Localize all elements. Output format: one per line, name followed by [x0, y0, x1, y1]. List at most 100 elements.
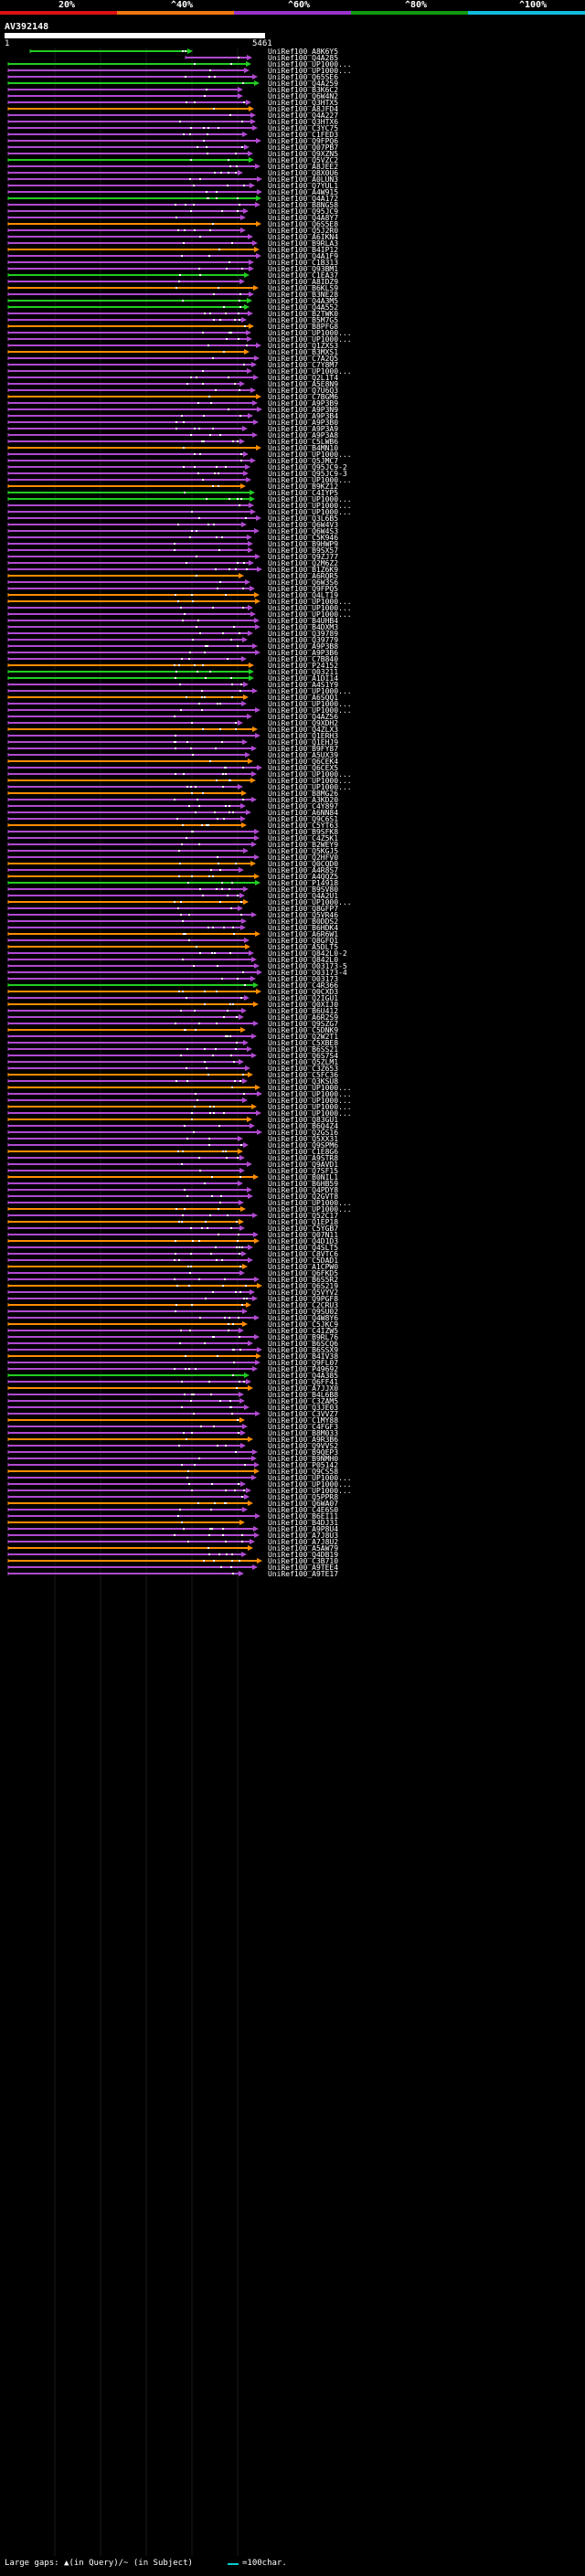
hit-label[interactable]: UniRef100_O03173	[268, 975, 339, 983]
hit-label[interactable]: UniRef100_Q4A3M5	[268, 297, 339, 305]
hit-label[interactable]: UniRef100_B9QEP3	[268, 1448, 339, 1457]
hit-label[interactable]: UniRef100_Q9SPM6	[268, 1141, 339, 1150]
hit-label[interactable]: UniRef100_A1DI14	[268, 674, 339, 683]
hit-label[interactable]: UniRef100_C3YC75	[268, 124, 339, 133]
hit-label[interactable]: UniRef100_A4W915	[268, 188, 339, 196]
hit-label[interactable]: UniRef100_Q4A552	[268, 303, 339, 312]
hit-label[interactable]: UniRef100_C5K946	[268, 534, 339, 542]
hit-label[interactable]: UniRef100_C2CRU3	[268, 1301, 339, 1309]
hit-label[interactable]: UniRef100_Q4A259	[268, 80, 339, 88]
hit-label[interactable]: UniRef100_C4R366	[268, 981, 339, 990]
hit-label[interactable]: UniRef100_Q4A227	[268, 111, 339, 120]
hit-label[interactable]: UniRef100_Q1ZXS3	[268, 342, 339, 350]
hit-label[interactable]: UniRef100_UP1000...	[268, 476, 352, 484]
hit-label[interactable]: UniRef100_Q6WA07	[268, 1500, 339, 1508]
hit-label[interactable]: UniRef100_A9TE17	[268, 1570, 339, 1578]
hit-label[interactable]: UniRef100_A5E8N9	[268, 380, 339, 388]
hit-label[interactable]: UniRef100_UP1000...	[268, 495, 352, 504]
hit-label[interactable]: UniRef100_A9TEE4	[268, 1564, 339, 1572]
hit-label[interactable]: UniRef100_B6S5R2	[268, 1276, 339, 1284]
hit-label[interactable]: UniRef100_Q9SZG7	[268, 1020, 339, 1028]
hit-label[interactable]: UniRef100_A6R2S9	[268, 1013, 339, 1022]
hit-label[interactable]: UniRef100_A9P3N9	[268, 406, 339, 414]
hit-label[interactable]: UniRef100_C1EA37	[268, 271, 339, 280]
hit-label[interactable]: UniRef100_Q6W3S6	[268, 578, 339, 587]
hit-label[interactable]: UniRef100_B9KZ12	[268, 482, 339, 491]
hit-label[interactable]: UniRef100_C3VVZ7	[268, 1410, 339, 1418]
hit-label[interactable]: UniRef100_C5YT63	[268, 822, 339, 830]
hit-label[interactable]: UniRef100_C4IZW5	[268, 1327, 339, 1335]
hit-label[interactable]: UniRef100_Q1EHJ9	[268, 738, 339, 747]
hit-label[interactable]: UniRef100_UP1000...	[268, 502, 352, 510]
hit-label[interactable]: UniRef100_Q5VYV2	[268, 1288, 339, 1297]
hit-label[interactable]: UniRef100_B4UHB4	[268, 617, 339, 625]
hit-label[interactable]: UniRef100_C1MY88	[268, 1416, 339, 1425]
hit-label[interactable]: UniRef100_UP1000...	[268, 1474, 352, 1482]
hit-label[interactable]: UniRef100_Q95JC9-3	[268, 470, 347, 478]
hit-label[interactable]: UniRef100_A6NN84	[268, 809, 339, 817]
hit-label[interactable]: UniRef100_A9P3B8	[268, 642, 339, 651]
hit-label[interactable]: UniRef100_Q6CEK4	[268, 758, 339, 766]
hit-label[interactable]: UniRef100_Q52C17	[268, 1212, 339, 1220]
hit-label[interactable]: UniRef100_B3MXS1	[268, 348, 339, 356]
hit-label[interactable]: UniRef100_A8JEE2	[268, 163, 339, 171]
hit-label[interactable]: UniRef100_A3KD20	[268, 796, 339, 804]
hit-label[interactable]: UniRef100_Q07N11	[268, 1231, 339, 1239]
hit-label[interactable]: UniRef100_Q65SE6	[268, 73, 339, 81]
hit-label[interactable]: UniRef100_Q2HFV0	[268, 853, 339, 862]
hit-label[interactable]: UniRef100_UP1000...	[268, 60, 352, 69]
hit-label[interactable]: UniRef100_Q5ZLM1	[268, 1058, 339, 1066]
hit-label[interactable]: UniRef100_C3B710	[268, 1557, 339, 1565]
hit-label[interactable]: UniRef100_Q5JMC7	[268, 457, 339, 465]
hit-label[interactable]: UniRef100_Q4D1D3	[268, 1237, 339, 1246]
hit-label[interactable]: UniRef100_C5LWB6	[268, 438, 339, 446]
hit-label[interactable]: UniRef100_Q5XX31	[268, 1135, 339, 1143]
hit-label[interactable]: UniRef100_B0NIL1	[268, 1173, 339, 1182]
hit-label[interactable]: UniRef100_Q9FPQ5	[268, 585, 339, 593]
hit-label[interactable]: UniRef100_Q3KSU8	[268, 1077, 339, 1086]
hit-label[interactable]: UniRef100_O03173-5	[268, 962, 347, 970]
hit-label[interactable]: UniRef100_A9R3B6	[268, 1436, 339, 1444]
hit-label[interactable]: UniRef100_Q8GFP7	[268, 905, 339, 913]
hit-label[interactable]: UniRef100_Q6W4N2	[268, 92, 339, 101]
hit-label[interactable]: UniRef100_UP1000...	[268, 783, 352, 791]
hit-label[interactable]: UniRef100_Q4A385	[268, 1372, 339, 1380]
hit-label[interactable]: UniRef100_B6SS21	[268, 1045, 339, 1054]
hit-label[interactable]: UniRef100_C7B840	[268, 655, 339, 663]
hit-label[interactable]: UniRef100_Q8GFQ1	[268, 937, 339, 945]
hit-label[interactable]: UniRef100_Q6S5E8	[268, 220, 339, 228]
hit-label[interactable]: UniRef100_P14918	[268, 879, 339, 887]
hit-label[interactable]: UniRef100_A6IKN4	[268, 233, 339, 241]
hit-label[interactable]: UniRef100_C8VTC6	[268, 1250, 339, 1258]
hit-label[interactable]: UniRef100_A7J8U2	[268, 1538, 339, 1546]
hit-label[interactable]: UniRef100_B4IP12	[268, 246, 339, 254]
hit-label[interactable]: UniRef100_B4DXM3	[268, 623, 339, 631]
hit-label[interactable]: UniRef100_A9P3B6	[268, 649, 339, 657]
hit-label[interactable]: UniRef100_Q9FPQ6	[268, 137, 339, 145]
hit-label[interactable]: UniRef100_A4QQZ5	[268, 873, 339, 881]
hit-label[interactable]: UniRef100_C7A2Q5	[268, 355, 339, 363]
hit-label[interactable]: UniRef100_UP1000...	[268, 610, 352, 619]
hit-label[interactable]: UniRef100_B9HWP9	[268, 540, 339, 548]
hit-label[interactable]: UniRef100_P49692	[268, 1365, 339, 1373]
hit-label[interactable]: UniRef100_UP1000...	[268, 451, 352, 459]
hit-label[interactable]: UniRef100_Q4AZ56	[268, 713, 339, 721]
hit-label[interactable]: UniRef100_B6SCQ6	[268, 1340, 339, 1348]
hit-label[interactable]: UniRef100_UP1000...	[268, 67, 352, 75]
hit-label[interactable]: UniRef100_B9SV80	[268, 885, 339, 894]
hit-label[interactable]: UniRef100_Q6S7S4	[268, 1052, 339, 1060]
hit-label[interactable]: UniRef100_Q9SU02	[268, 1308, 339, 1316]
hit-label[interactable]: UniRef100_UP1000...	[268, 1084, 352, 1092]
hit-label[interactable]: UniRef100_UP1000...	[268, 1199, 352, 1207]
hit-label[interactable]: UniRef100_C7BGM6	[268, 393, 339, 401]
hit-label[interactable]: UniRef100_Q8X0U6	[268, 169, 339, 177]
hit-label[interactable]: UniRef100_A5DLT5	[268, 943, 339, 951]
hit-label[interactable]: UniRef100_UP1000...	[268, 335, 352, 344]
hit-label[interactable]: UniRef100_C5XBE8	[268, 1039, 339, 1047]
hit-label[interactable]: UniRef100_C5YGB7	[268, 1224, 339, 1233]
hit-label[interactable]: UniRef100_Q9VVS2	[268, 1442, 339, 1450]
hit-label[interactable]: UniRef100_Q6S219	[268, 1282, 339, 1290]
hit-label[interactable]: UniRef100_Q842L0	[268, 956, 339, 964]
hit-label[interactable]: UniRef100_Q4PDY8	[268, 1186, 339, 1194]
hit-label[interactable]: UniRef100_B2WEY9	[268, 841, 339, 849]
